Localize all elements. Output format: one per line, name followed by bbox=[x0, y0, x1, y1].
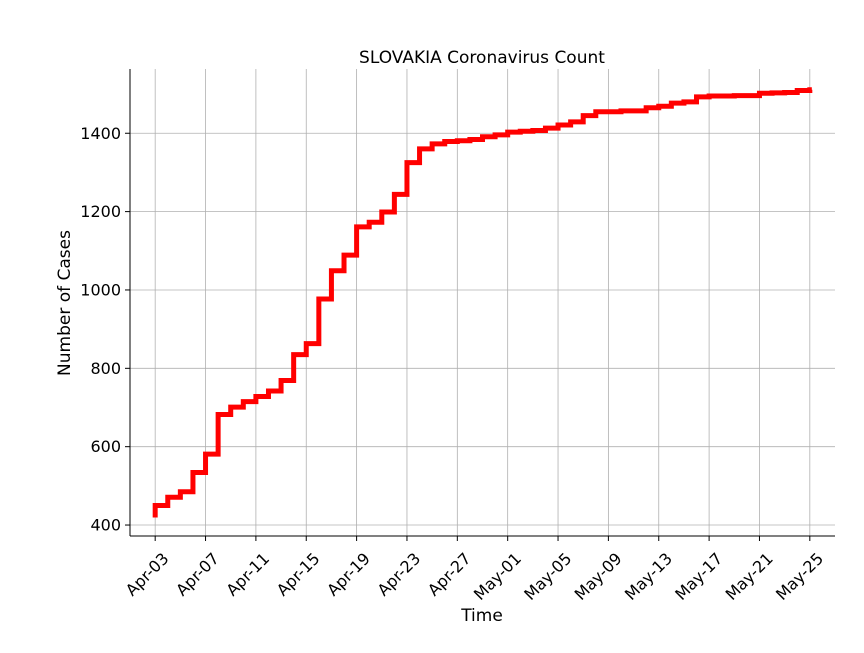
y-tick-label: 400 bbox=[90, 516, 121, 535]
y-tick-label: 600 bbox=[90, 437, 121, 456]
series-layer bbox=[155, 90, 812, 518]
x-tick-label: Apr-11 bbox=[222, 549, 273, 600]
y-tick-label: 1000 bbox=[80, 280, 121, 299]
y-tick-label: 1400 bbox=[80, 124, 121, 143]
x-axis-label: Time bbox=[460, 606, 503, 626]
y-tick-label: 800 bbox=[90, 359, 121, 378]
x-tick-label: May-17 bbox=[671, 549, 726, 604]
x-tick-label: Apr-07 bbox=[172, 549, 223, 600]
x-tick-label: May-21 bbox=[722, 549, 777, 604]
y-axis-label: Number of Cases bbox=[55, 230, 75, 376]
x-tick-label: May-01 bbox=[470, 549, 525, 604]
x-tick-label: May-25 bbox=[772, 549, 827, 604]
y-tick-label: 1200 bbox=[80, 202, 121, 221]
chart-title: SLOVAKIA Coronavirus Count bbox=[359, 48, 605, 68]
x-tick-label: Apr-23 bbox=[374, 549, 425, 600]
x-tick-label: May-05 bbox=[520, 549, 575, 604]
x-tick-label: Apr-19 bbox=[323, 549, 374, 600]
x-tick-label: May-09 bbox=[571, 549, 626, 604]
x-tick-label: Apr-03 bbox=[122, 549, 173, 600]
x-tick-label: May-13 bbox=[621, 549, 676, 604]
x-tick-label: Apr-15 bbox=[273, 549, 324, 600]
x-tick-label: Apr-27 bbox=[424, 549, 475, 600]
series-line bbox=[155, 90, 812, 518]
